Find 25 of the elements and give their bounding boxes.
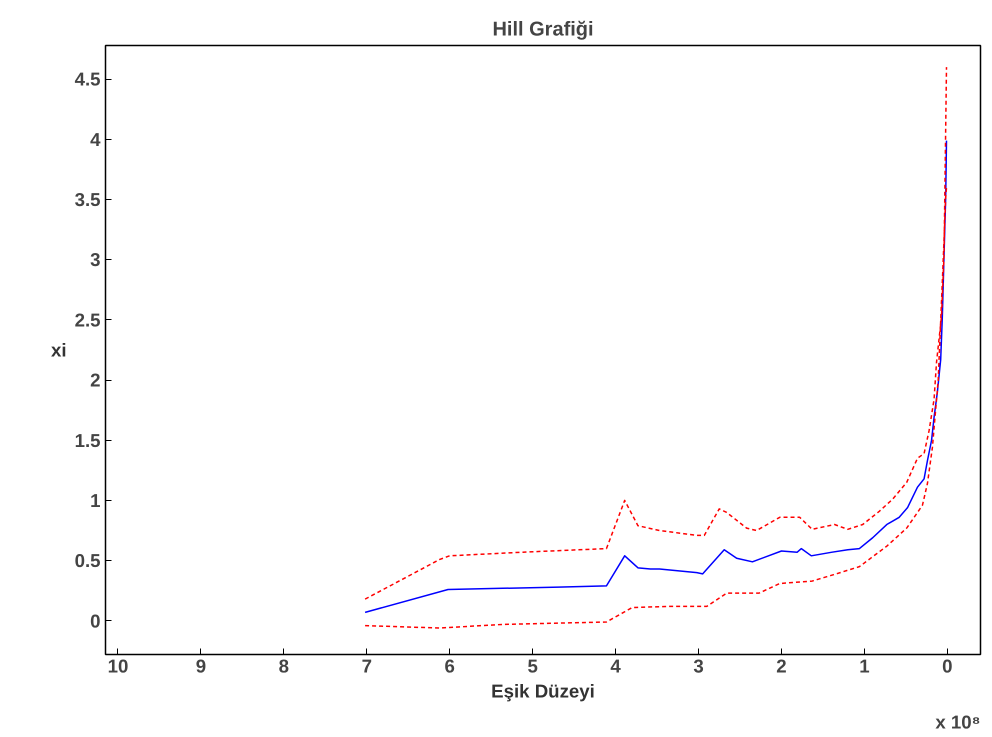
x-tick-label: 8: [278, 656, 290, 676]
x-tick-label: 4: [610, 656, 622, 676]
y-tick-label: 0.5: [74, 550, 101, 572]
y-tick-label: 1: [90, 490, 101, 511]
y-tick-label: 1.5: [74, 430, 101, 451]
x-tick-label: 7: [362, 656, 372, 676]
y-tick-label: 3: [90, 249, 101, 270]
y-tick-label: 4.5: [74, 68, 101, 90]
y-tick-label: 3.5: [74, 189, 101, 210]
x-tick-label: 3: [693, 656, 704, 676]
y-tick-label: 2.5: [74, 309, 101, 330]
x-tick-label: 0: [942, 656, 953, 676]
text: x 10⁸: [935, 712, 981, 732]
y-tick-label: 2: [90, 370, 101, 391]
x-tick-label: 10: [108, 656, 128, 676]
x-tick-label: 5: [527, 656, 538, 676]
x-axis-title: Eşik Düzeyi: [491, 680, 595, 702]
y-tick-label: 4: [90, 128, 102, 150]
x-tick-label: 6: [444, 656, 455, 676]
y-tick-label: 0: [90, 610, 101, 632]
x-tick-label: 9: [196, 656, 206, 676]
chart-title: Hill Grafiği: [492, 18, 594, 40]
x-tick-label: 1: [859, 656, 870, 676]
y-axis-title: xi: [51, 340, 67, 360]
x-tick-label: 2: [776, 656, 787, 676]
